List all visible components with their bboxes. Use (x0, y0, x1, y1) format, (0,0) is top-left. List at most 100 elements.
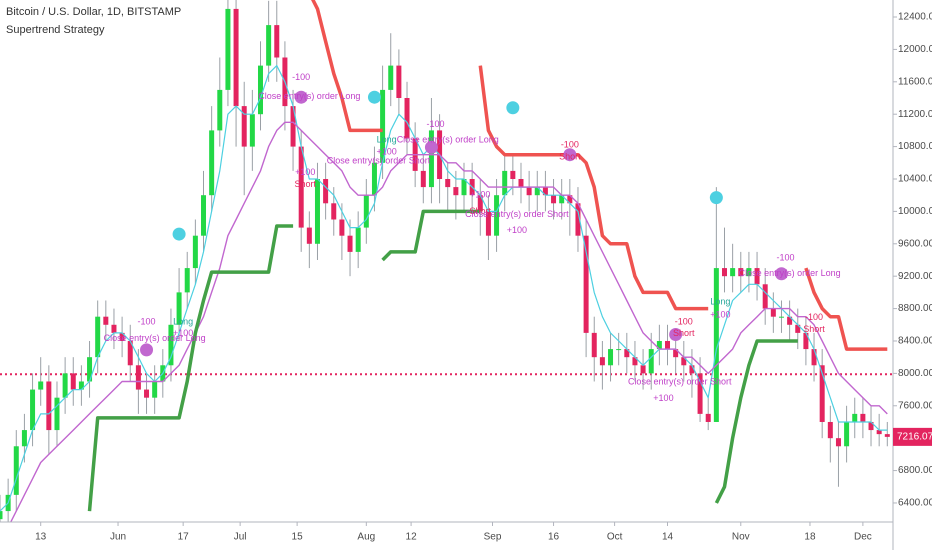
order-label: Close entry(s) order Long (397, 134, 499, 144)
y-tick-label: 9600.00 (898, 238, 932, 249)
y-tick-label: 11600.00 (898, 76, 932, 87)
candle-body (705, 413, 711, 422)
order-label: -100 (805, 312, 823, 322)
candle-body (762, 284, 768, 309)
candle-body (428, 130, 434, 188)
candle-body (778, 316, 784, 318)
candle-body (371, 162, 377, 196)
x-tick-label: 14 (662, 532, 674, 543)
x-tick-label: Dec (854, 532, 872, 543)
candle-body (640, 365, 646, 374)
candle-body (787, 316, 793, 325)
order-label: Long (377, 134, 397, 144)
order-label: Close entry(s) order Short (628, 377, 732, 387)
candle-body (811, 349, 817, 366)
candle-body (266, 25, 272, 66)
candle-body (868, 421, 874, 431)
x-tick-label: 17 (178, 532, 190, 543)
candle-body (119, 332, 125, 341)
candle-body (770, 308, 776, 317)
y-tick-label: 10000.00 (898, 206, 932, 217)
candle-body (860, 413, 866, 422)
candle-body (225, 8, 231, 90)
candle-body (103, 316, 109, 325)
candle-body (168, 324, 174, 366)
candle-body (127, 340, 133, 366)
candle-body (835, 438, 841, 447)
candle-body (795, 324, 801, 333)
candle-body (314, 178, 320, 244)
candle-body (217, 89, 223, 131)
x-tick-label: Aug (357, 532, 375, 543)
last-price-label: 7216.07 (897, 432, 932, 443)
candle-body (339, 219, 345, 236)
candle-body (477, 195, 483, 212)
y-tick-label: 8400.00 (898, 336, 932, 347)
candle-body (844, 421, 850, 447)
candle-body (241, 106, 247, 147)
candle-body (648, 349, 654, 374)
order-label: +100 (173, 328, 193, 338)
candle-body (46, 381, 52, 431)
candle-body (13, 446, 19, 495)
candle-body (738, 268, 744, 277)
candle-body (656, 340, 662, 350)
candle-body (111, 324, 117, 333)
order-label: Close entry(s) order Short (327, 156, 431, 166)
candle-body (363, 195, 369, 228)
candle-body (852, 413, 858, 422)
x-tick-label: 18 (804, 532, 816, 543)
candle-body (152, 381, 158, 398)
candle-body (681, 357, 687, 366)
candle-body (233, 8, 239, 107)
candle-body (176, 292, 182, 325)
candle-body (616, 349, 622, 351)
signal-marker (774, 267, 788, 281)
candle-body (689, 365, 695, 374)
candle-body (665, 340, 671, 350)
candle-body (534, 187, 540, 196)
candle-body (78, 381, 84, 390)
x-tick-label: 12 (406, 532, 418, 543)
chart-title: Bitcoin / U.S. Dollar, 1D, BITSTAMP (6, 6, 181, 18)
candle-body (746, 268, 752, 277)
chart-subtitle: Supertrend Strategy (6, 24, 105, 36)
signal-marker (424, 140, 438, 154)
candle-body (559, 195, 565, 204)
candle-body (388, 65, 394, 90)
candle-body (624, 349, 630, 358)
signal-marker (709, 191, 723, 205)
candle-body (62, 373, 68, 398)
candle-body (453, 187, 459, 196)
candle-body (54, 397, 60, 431)
indicator-line (9, 121, 888, 522)
order-label: Short (559, 152, 581, 162)
x-tick-label: Jun (110, 532, 126, 543)
signal-marker (172, 227, 186, 241)
order-label: -100 (561, 139, 579, 149)
candle-body (30, 389, 36, 431)
signal-marker (294, 90, 308, 104)
candle-body (87, 357, 93, 382)
candle-body (0, 511, 3, 520)
y-tick-label: 7600.00 (898, 400, 932, 411)
candle-body (583, 235, 589, 333)
y-tick-label: 6800.00 (898, 465, 932, 476)
candle-body (445, 178, 451, 188)
candle-body (274, 25, 280, 58)
candle-body (95, 316, 101, 358)
candle-body (298, 146, 304, 228)
y-tick-label: 8000.00 (898, 368, 932, 379)
candle-body (673, 349, 679, 358)
order-label: -100 (138, 317, 156, 327)
y-tick-label: 10800.00 (898, 141, 932, 152)
candle-body (144, 389, 150, 398)
candle-body (485, 211, 491, 236)
candle-body (135, 365, 141, 390)
x-tick-label: 16 (548, 532, 560, 543)
signal-marker (140, 343, 154, 357)
signal-marker (563, 148, 577, 162)
candle-body (575, 203, 581, 236)
